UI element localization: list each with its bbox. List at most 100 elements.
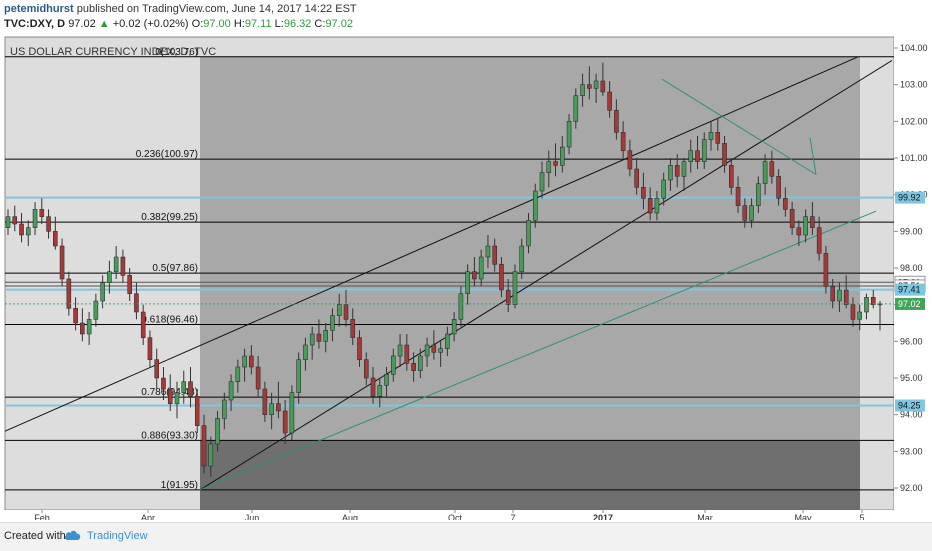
candle-body-110 [749,205,754,221]
candle-body-122 [830,286,835,302]
candle-body-119 [810,216,815,228]
candle-body-66 [451,319,457,335]
fib-label-3: 0.5(97.86) [152,263,198,274]
candle-body-8 [59,245,65,280]
candle-body-93 [634,168,639,188]
candle-body-126 [857,311,862,320]
candle-body-13 [93,300,99,320]
candle-body-69 [472,271,477,280]
candle-body-23 [161,377,166,390]
candle-body-70 [478,256,484,280]
candle-body-48 [330,315,335,331]
fib-label-2: 0.382(99.25) [141,212,198,223]
candle-body-30 [208,443,214,467]
candle-body-18 [127,275,132,294]
candle-body-97 [661,179,666,199]
chart-canvas[interactable]: 0(103.76) 0.236(100.97) 0.382(99.25) 0.5(97… [0,0,932,520]
up-arrow-icon: ▲ [98,18,110,30]
level-tag-3: 97.41 [898,285,921,295]
candle-body-103 [701,139,707,162]
teal-down-line [661,78,817,175]
high-label: H: [233,18,245,30]
candle-body-75 [512,271,518,305]
fib-zone-lower [200,440,860,510]
candle-body-41 [282,410,288,434]
candle-body-56 [384,374,389,386]
candle-body-27 [188,381,193,397]
candle-body-121 [823,253,829,287]
candle-body-17 [120,256,126,276]
candle-body-16 [113,256,119,272]
candle-body-31 [215,418,220,445]
fib-label-6: 0.886(93.30) [141,430,198,441]
candle-body-33 [228,381,234,401]
level-tag-bg-0 [895,191,925,204]
last-price-tag-bg [895,297,925,310]
y-tick-label-3: 95.00 [900,373,923,383]
created-with-text: Created with [4,530,66,542]
candle-body-94 [641,187,646,199]
y-tick-label-2: 94.00 [900,410,923,420]
candle-body-104 [708,132,714,140]
candle-body-51 [350,319,356,338]
candle-body-116 [789,209,795,228]
symbol-name: TVC:DXY, D [4,18,66,30]
channel-lower-line [199,60,893,491]
candle-body-50 [343,304,349,320]
y-tick-label-10: 102.00 [900,116,928,126]
candle-body-59 [404,344,410,364]
level-tag-4: 94.25 [898,401,921,411]
symbol-line: TVC:DXY, D 97.02 ▲ +0.02 (+0.02%) O:97.0… [4,18,353,30]
y-tick-label-4: 96.00 [900,336,923,346]
x-tick-label-5: 7 [510,513,515,520]
candle-body-98 [668,165,673,181]
candle-body-37 [255,366,261,390]
level-tag-bg-4 [895,399,925,412]
candle-body-84 [573,95,579,122]
candle-body-9 [66,278,72,309]
candle-body-21 [147,337,153,360]
high-value: 97.11 [244,18,272,30]
price-axis [894,37,932,510]
candle-body-108 [735,187,741,206]
x-tick-label-9: 5 [859,513,864,520]
candle-body-128 [870,297,876,305]
fib-label-1: 0.236(100.97) [136,149,198,160]
candle-body-29 [201,425,207,467]
x-tick-label-2: Jun [245,513,260,520]
chart-title: US DOLLAR CURRENCY INDEX, D, TVC [10,46,217,58]
candle-body-78 [532,190,538,221]
close-label: C: [314,18,326,30]
x-tick-label-4: Oct [448,513,463,520]
candle-body-55 [377,385,383,397]
candle-body-80 [546,161,552,173]
candle-body-106 [722,143,727,166]
y-tick-label-7: 99.00 [900,226,923,236]
candle-body-62 [424,344,430,357]
x-tick-label-1: Apr [141,513,155,520]
candle-body-65 [445,333,450,349]
candle-body-67 [458,293,464,320]
candle-body-64 [438,348,443,353]
teal-down-tick [809,137,817,175]
candle-body-28 [194,396,200,426]
candle-body-72 [492,245,497,265]
candle-body-90 [614,110,619,133]
y-tick-label-9: 101.00 [900,153,928,163]
teal-support-line [199,210,877,491]
fib-label-4: 0.618(96.46) [141,314,198,325]
candle-body-91 [620,132,626,151]
candle-body-77 [526,220,531,247]
tradingview-brand[interactable]: TradingView [87,530,148,542]
y-tick-label-1: 93.00 [900,446,923,456]
y-tick-label-0: 92.00 [900,483,923,493]
candle-body-49 [336,304,342,316]
candle-body-99 [674,165,680,177]
candle-body-79 [539,172,545,192]
candle-body-35 [242,355,247,368]
level-tag-bg-3 [895,283,925,296]
candle-body-32 [222,399,227,419]
y-tick-label-11: 103.00 [900,80,928,90]
candle-body-40 [276,403,281,412]
author-link[interactable]: petemidhurst [4,3,74,15]
